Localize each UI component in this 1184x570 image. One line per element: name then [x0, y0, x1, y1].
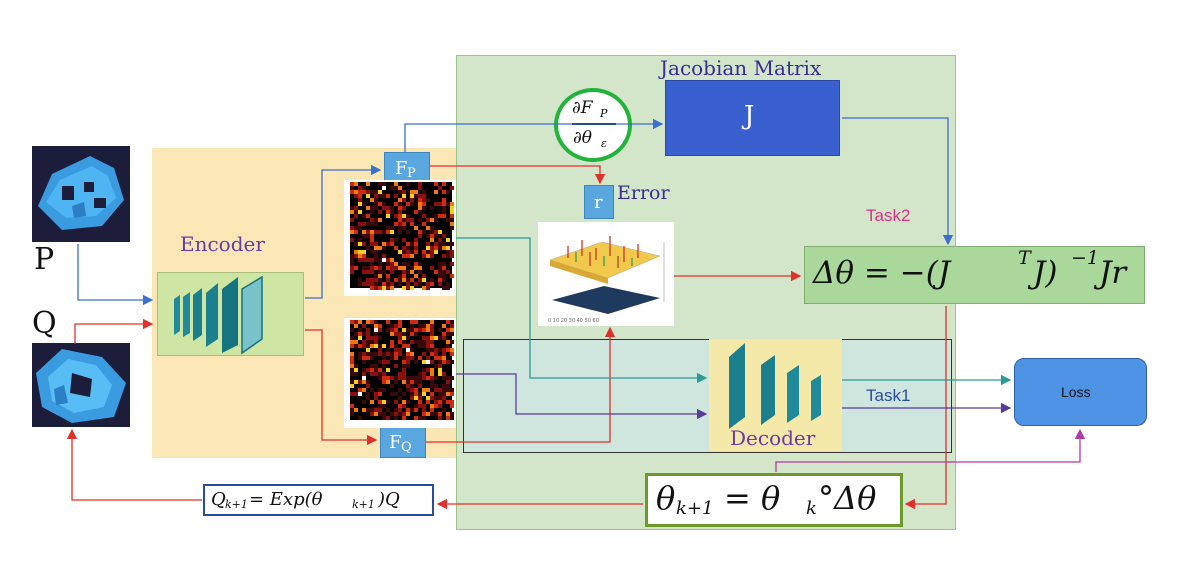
point-cloud-q-image	[32, 343, 130, 427]
fq-sub: Q	[401, 440, 412, 455]
encoder-block	[157, 272, 304, 356]
q-sub-b: k+1	[352, 498, 375, 511]
q-update-formula: Q k+1 = Exp(θ k+1 )Q	[203, 484, 434, 516]
q-a: Q	[211, 489, 226, 510]
error-surface-plot: 0 10 20 30 40 50 60	[538, 222, 674, 326]
encoder-label: Encoder	[180, 232, 265, 256]
theta-a: θ	[656, 479, 676, 517]
delta-part-c: Jr	[1099, 255, 1127, 291]
p-label: P	[34, 242, 55, 277]
feature-fq-box: F Q	[380, 426, 426, 458]
point-cloud-p-image	[32, 146, 130, 242]
theta-update-formula: θ k+1 = θ k °Δθ	[645, 473, 903, 527]
jacobian-matrix-block: J	[665, 80, 840, 156]
derivative-denominator-sub: ε	[601, 137, 607, 150]
derivative-denominator: ∂θ	[573, 128, 593, 148]
residual-box: r	[584, 185, 614, 219]
derivative-numerator: ∂F	[572, 98, 593, 118]
theta-sub-b: k	[806, 498, 817, 519]
feature-heatmap-q	[344, 318, 456, 428]
theta-sub-a: k+1	[676, 498, 714, 519]
svg-text:0 10 20 30 40 50 60: 0 10 20 30 40 50 60	[548, 318, 599, 324]
loss-label: Loss	[1061, 384, 1091, 400]
q-sub-a: k+1	[225, 498, 248, 511]
theta-c: °Δθ	[818, 479, 877, 517]
derivative-ring: ∂F P ∂θ ε	[554, 88, 632, 162]
delta-sup-b: −1	[1071, 247, 1100, 269]
fp-main: F	[395, 158, 408, 179]
residual-label: r	[594, 192, 603, 213]
q-b: = Exp(θ	[249, 489, 323, 510]
derivative-numerator-sub: P	[600, 107, 608, 120]
task1-label: Task1	[866, 386, 911, 405]
theta-b: = θ	[724, 479, 781, 517]
fraction-bar	[572, 123, 616, 125]
fq-main: F	[389, 432, 402, 453]
decoder-label: Decoder	[730, 426, 816, 450]
q-c: )Q	[378, 489, 400, 510]
decoder-layers	[715, 341, 835, 431]
task2-label: Task2	[866, 206, 911, 225]
loss-block: Loss	[1014, 358, 1147, 426]
jacobian-symbol: J	[744, 101, 755, 131]
delta-theta-formula: Δθ = −(J T J) −1 Jr	[804, 246, 1145, 304]
error-label: Error	[617, 182, 670, 204]
delta-sup-a: T	[1018, 247, 1031, 269]
delta-part-b: J)	[1033, 255, 1058, 291]
jacobian-title: Jacobian Matrix	[660, 56, 822, 80]
q-label: Q	[32, 306, 57, 341]
delta-part-a: Δθ = −(J	[813, 255, 951, 291]
feature-heatmap-p	[344, 180, 456, 296]
fp-sub: P	[407, 166, 416, 181]
